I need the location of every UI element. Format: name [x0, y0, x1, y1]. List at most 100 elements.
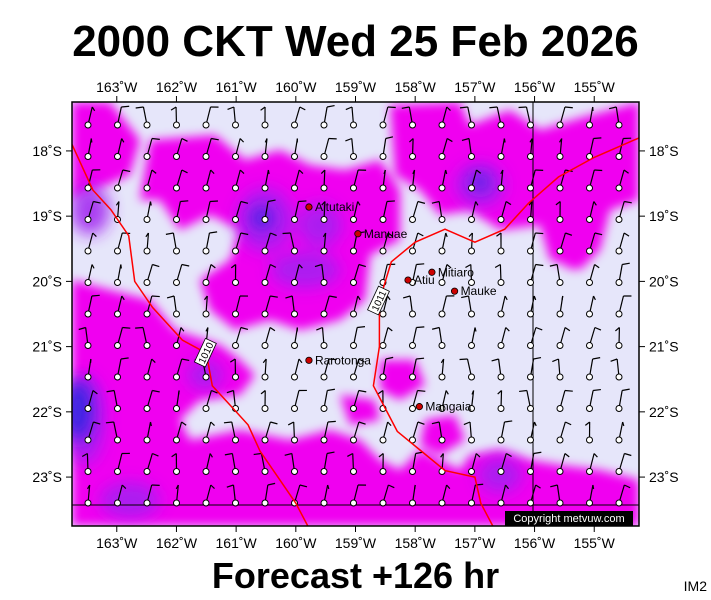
- lat-label-left: 23˚S: [32, 469, 62, 485]
- lat-label-left: 21˚S: [32, 339, 62, 355]
- wind-barb: [586, 357, 601, 381]
- wind-barb: [527, 295, 537, 318]
- lon-label-bottom: 159˚W: [335, 535, 377, 551]
- wind-barb: [202, 231, 218, 255]
- place-manuae: Manuae: [354, 227, 408, 241]
- wind-barb: [202, 169, 215, 192]
- wind-barb: [461, 137, 475, 160]
- wind-barb: [143, 452, 159, 475]
- wind-barb: [143, 137, 160, 160]
- wind-barb: [84, 358, 92, 381]
- wind-barb: [143, 421, 152, 444]
- wind-barb: [173, 200, 189, 223]
- wind-barb: [135, 326, 151, 349]
- wind-barb: [350, 421, 366, 444]
- place-dot: [450, 287, 459, 295]
- wind-barb: [287, 421, 298, 444]
- wind-barb: [615, 262, 630, 286]
- place-dot: [404, 276, 412, 284]
- wind-barb: [468, 483, 484, 507]
- lon-label-top: 156˚W: [514, 79, 556, 95]
- wind-barb: [497, 169, 505, 192]
- place-label: Atiu: [414, 273, 435, 287]
- wind-barb: [379, 356, 394, 381]
- wind-barb: [527, 263, 544, 286]
- lon-label-bottom: 162˚W: [156, 535, 198, 551]
- wind-barb: [143, 169, 157, 192]
- wind-barb: [261, 421, 278, 444]
- isobar-line: [372, 137, 639, 526]
- wind-barb: [615, 327, 623, 349]
- wind-barb: [232, 138, 245, 160]
- wind-barb: [84, 232, 97, 255]
- lat-label-right: 23˚S: [649, 469, 679, 485]
- wind-barb: [81, 452, 92, 475]
- wind-barb: [261, 199, 276, 223]
- wind-barb: [320, 420, 336, 444]
- wind-barb: [494, 263, 505, 286]
- copyright-box: Copyright metvuw.com: [505, 511, 633, 526]
- wind-barb: [586, 484, 595, 507]
- wind-barb: [114, 138, 125, 160]
- wind-barb: [291, 264, 303, 286]
- wind-barb: [261, 232, 277, 255]
- wind-barb: [379, 106, 396, 129]
- place-dot: [415, 403, 423, 411]
- wind-barb: [586, 453, 598, 475]
- wind-barb: [345, 137, 357, 160]
- wind-barb: [584, 421, 593, 444]
- lat-label-right: 19˚S: [649, 208, 679, 224]
- wind-barb: [556, 138, 564, 160]
- wind-barb: [350, 231, 365, 255]
- wind-barb: [556, 295, 564, 318]
- wind-barb: [320, 451, 335, 475]
- wind-barb: [556, 106, 573, 129]
- lon-label-top: 158˚W: [395, 79, 437, 95]
- lon-label-top: 157˚W: [454, 79, 496, 95]
- wind-barb: [202, 295, 210, 318]
- wind-barb: [497, 200, 512, 223]
- wind-barb: [468, 327, 477, 349]
- lon-label-bottom: 160˚W: [275, 535, 317, 551]
- wind-barb: [84, 390, 98, 412]
- wind-barb: [166, 295, 180, 318]
- wind-barb: [556, 421, 572, 444]
- wind-barb: [497, 420, 513, 444]
- wind-barb: [491, 358, 505, 381]
- wind-barb: [261, 358, 269, 381]
- wind-barb: [468, 201, 479, 223]
- copyright-text: Copyright metvuw.com: [513, 513, 624, 525]
- wind-barb: [556, 453, 570, 475]
- wind-barb: [431, 421, 446, 444]
- wind-barb: [378, 453, 387, 475]
- wind-barb: [320, 232, 328, 255]
- lat-label-right: 20˚S: [649, 273, 679, 289]
- wind-barb: [438, 358, 446, 381]
- wind-barb: [379, 232, 393, 255]
- wind-barb: [105, 421, 121, 444]
- wind-barb: [527, 356, 542, 381]
- wind-barb: [438, 295, 455, 318]
- wind-barb: [173, 169, 188, 192]
- wind-barb: [409, 169, 416, 192]
- wind-barb: [84, 200, 101, 223]
- wind-barb: [586, 169, 603, 192]
- wind-barb: [320, 484, 330, 507]
- wind-barb: [261, 295, 278, 318]
- wind-barb: [320, 388, 335, 412]
- wind-barb: [345, 106, 357, 129]
- lon-label-top: 161˚W: [216, 79, 258, 95]
- wind-barb: [586, 201, 597, 223]
- lon-label-bottom: 156˚W: [514, 535, 556, 551]
- wind-barb: [468, 390, 475, 412]
- wind-barb: [379, 327, 393, 349]
- wind-barb: [518, 106, 534, 129]
- wind-barb: [320, 201, 328, 223]
- wind-barb: [173, 421, 187, 444]
- wind-barb: [320, 137, 337, 160]
- wind-barb: [314, 263, 328, 286]
- wind-barb: [527, 138, 534, 160]
- wind-barb: [143, 389, 160, 412]
- wind-barb: [114, 326, 131, 349]
